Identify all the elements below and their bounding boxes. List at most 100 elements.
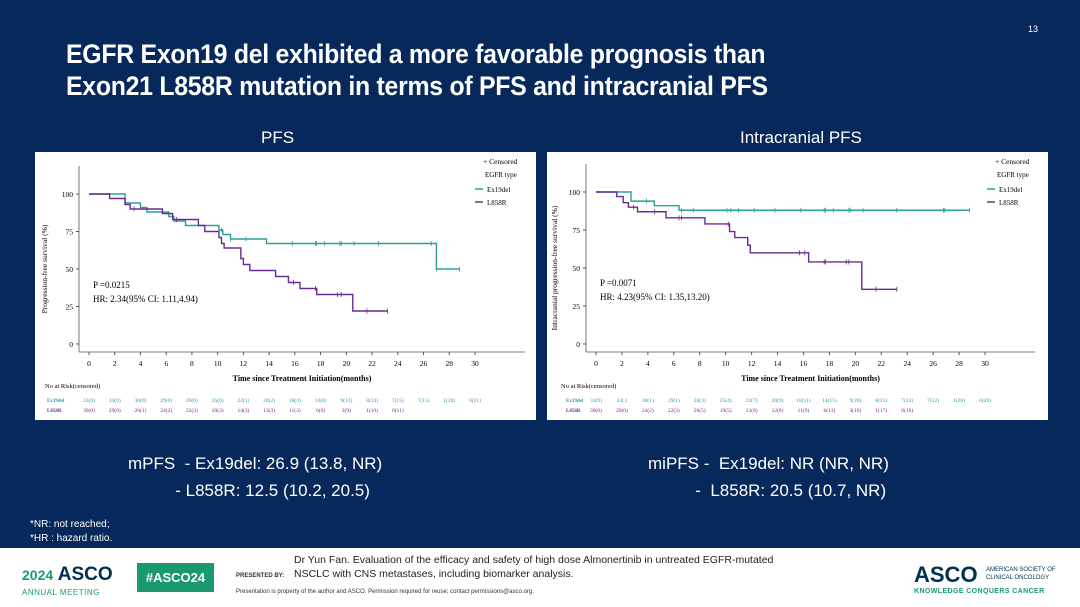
km-curve-ex19del xyxy=(89,193,460,270)
pfs-chart-panel: 0 2 4 6 8 10 12 14 16 18 20 22 24 26 28 30 0 25 50 75 100 Tim… xyxy=(35,152,536,420)
pfs-summary-l858r: - L858R: 12.5 (10.2, 20.5) xyxy=(128,481,370,500)
presented-by: PRESENTED BY: xyxy=(236,573,285,579)
risk-cell: 30(0) xyxy=(135,397,147,404)
risk-cell: 8(14) xyxy=(366,397,378,404)
risk-cell: 3(16) xyxy=(849,407,861,414)
x-tick-label: 30 xyxy=(471,359,479,368)
risk-table-title: No at Risk(censored) xyxy=(45,383,100,390)
risk-cell: 6(6) xyxy=(316,407,325,414)
risk-table-title: No at Risk(censored) xyxy=(561,383,616,390)
risk-cell: 20(5) xyxy=(694,407,706,414)
y-tick-label: 75 xyxy=(573,226,581,235)
x-tick-label: 20 xyxy=(343,359,351,368)
x-tick-label: 12 xyxy=(748,359,756,368)
slide-title: EGFR Exon19 del exhibited a more favorab… xyxy=(66,38,768,102)
risk-cell: 12(8) xyxy=(772,407,784,414)
page-number: 13 xyxy=(1027,24,1038,34)
pfs-km-chart: 0 2 4 6 8 10 12 14 16 18 20 22 24 26 28 300255075100Tim… xyxy=(40,157,525,414)
risk-cell: 20(9) xyxy=(772,397,784,404)
risk-cell: 20(2) xyxy=(263,397,275,404)
p-value: P =0.0071 xyxy=(600,278,637,288)
risk-cell: 0(29) xyxy=(979,397,991,404)
risk-cell: 13(3) xyxy=(263,407,275,414)
risk-cell: 29(0) xyxy=(160,397,172,404)
risk-cell: 33(0) xyxy=(590,397,602,404)
x-tick-label: 26 xyxy=(420,359,428,368)
risk-cell: 20(3) xyxy=(212,407,224,414)
x-tick-label: 10 xyxy=(722,359,730,368)
km-curve-ex19del xyxy=(596,191,970,211)
note-nr: *NR: not reached; xyxy=(30,519,110,530)
risk-cell: 25(4) xyxy=(720,397,732,404)
logo-sub: ANNUAL MEETING xyxy=(22,588,100,597)
risk-cell: 24(2) xyxy=(160,407,172,414)
risk-cell: 29(0) xyxy=(616,407,628,414)
legend-title: EGFR type xyxy=(485,171,517,179)
y-tick-label: 0 xyxy=(576,340,580,349)
risk-cell: 30(0) xyxy=(590,407,602,414)
x-axis-label: Time since Treatment Initiation(months) xyxy=(233,374,372,383)
km-curve-l858r xyxy=(89,193,388,312)
risk-cell: 22(3) xyxy=(186,407,198,414)
x-tick-label: 2 xyxy=(113,359,117,368)
y-tick-label: 50 xyxy=(573,264,581,273)
legend-censored: + Censored xyxy=(483,157,518,166)
x-tick-label: 24 xyxy=(903,359,911,368)
x-tick-label: 12 xyxy=(240,359,248,368)
x-tick-label: 24 xyxy=(394,359,402,368)
legend-label-ex19del: Ex19del xyxy=(487,186,510,194)
legend-label-l858r: L858R xyxy=(487,199,507,207)
risk-cell: 12(8) xyxy=(746,407,758,414)
risk-cell: 18(4) xyxy=(289,397,301,404)
risk-cell: 3(9) xyxy=(342,407,351,414)
risk-cell: 6(13) xyxy=(823,407,835,414)
risk-cell: 22(1) xyxy=(237,397,249,404)
risk-cell: 1(10) xyxy=(366,407,378,414)
x-tick-label: 6 xyxy=(164,359,168,368)
risk-cell: 9(20) xyxy=(849,397,861,404)
asco-tagline: KNOWLEDGE CONQUERS CANCER xyxy=(914,588,1045,595)
risk-cell: 33(0) xyxy=(109,397,121,404)
risk-cell: 14(3) xyxy=(237,407,249,414)
risk-cell: 1(20) xyxy=(443,397,455,404)
y-tick-label: 100 xyxy=(62,190,74,199)
x-tick-label: 30 xyxy=(981,359,989,368)
risk-cell: 29(1) xyxy=(668,397,680,404)
km-curve-l858r xyxy=(596,191,897,290)
y-tick-label: 100 xyxy=(569,188,581,197)
p-value: P =0.0215 xyxy=(93,280,130,290)
risk-cell: 26(3) xyxy=(694,397,706,404)
risk-cell: 29(0) xyxy=(109,407,121,414)
x-tick-label: 28 xyxy=(955,359,963,368)
pfs-summary: mPFS - Ex19del: 26.9 (13.8, NR) - L858R:… xyxy=(128,450,382,504)
risk-cell: 33(0) xyxy=(83,397,95,404)
risk-row-label: Ex19del xyxy=(47,399,65,404)
ipfs-km-chart: 0 2 4 6 8 10 12 14 16 18 20 22 24 26 28 300255075100Tim… xyxy=(550,157,1035,414)
x-tick-label: 14 xyxy=(265,359,273,368)
risk-row-label: L858R xyxy=(47,409,62,414)
risk-cell: 8(21) xyxy=(875,397,887,404)
asco-society: AMERICAN SOCIETY OF CLINICAL ONCOLOGY xyxy=(986,567,1056,581)
note-hr: *HR : hazard ratio. xyxy=(30,533,113,544)
x-tick-label: 8 xyxy=(190,359,194,368)
x-tick-label: 22 xyxy=(878,359,886,368)
risk-cell: 7(22) xyxy=(927,397,939,404)
risk-cell: 18(11) xyxy=(796,397,811,404)
risk-row-label: L858R xyxy=(566,409,581,414)
legend-censored: + Censored xyxy=(995,157,1030,166)
logo-year: 2024 xyxy=(22,567,54,583)
x-tick-label: 8 xyxy=(698,359,702,368)
risk-cell: 0(18) xyxy=(901,407,913,414)
hazard-ratio: HR: 2.34(95% CI: 1.11,4.94) xyxy=(93,294,198,304)
x-tick-label: 28 xyxy=(446,359,454,368)
risk-cell: 7(15) xyxy=(418,397,430,404)
x-tick-label: 4 xyxy=(646,359,650,368)
x-tick-label: 0 xyxy=(594,359,598,368)
hazard-ratio: HR: 4.23(95% CI: 1.35,13.20) xyxy=(600,292,710,302)
citation: Dr Yun Fan. Evaluation of the efficacy a… xyxy=(294,554,774,580)
footnotes: *NR: not reached; *HR : hazard ratio. xyxy=(30,518,112,546)
ipfs-summary: miPFS - Ex19del: NR (NR, NR) - L858R: 20… xyxy=(648,450,889,504)
risk-cell: 11(3) xyxy=(289,407,301,414)
x-tick-label: 10 xyxy=(214,359,222,368)
x-tick-label: 18 xyxy=(317,359,325,368)
